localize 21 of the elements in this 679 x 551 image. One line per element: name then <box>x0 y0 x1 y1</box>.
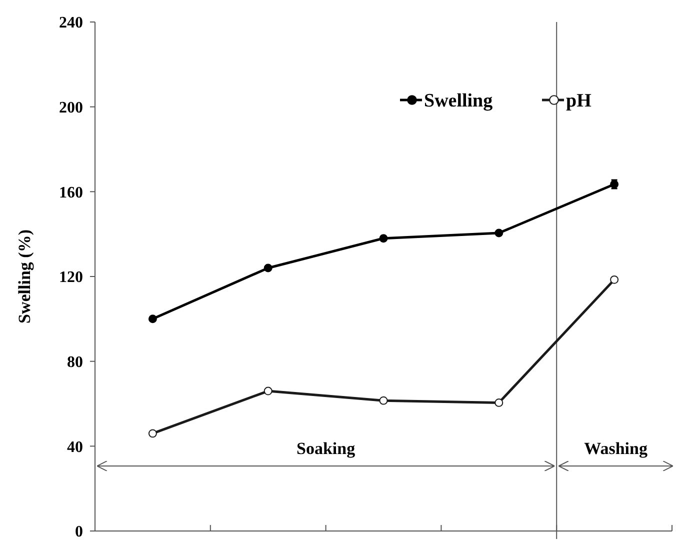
y-tick-label: 240 <box>59 14 83 32</box>
annotation: Soaking <box>296 439 356 458</box>
annotation: Washing <box>584 439 648 458</box>
legend-label: pH <box>566 90 592 112</box>
point <box>494 228 504 238</box>
y-tick-label: 40 <box>67 438 83 456</box>
point <box>264 264 272 272</box>
point <box>379 234 388 243</box>
point <box>148 314 157 324</box>
point <box>610 275 619 284</box>
point <box>264 386 272 396</box>
y-tick-label: 200 <box>59 99 83 116</box>
y-tick-label: 0 <box>75 524 83 541</box>
point <box>379 396 388 405</box>
legend-label: Swelling <box>424 90 494 112</box>
y-axis-title: Swelling (%) <box>15 230 34 324</box>
point <box>494 398 504 407</box>
y-tick-label: 160 <box>59 184 83 202</box>
point <box>148 429 157 438</box>
y-tick-label: 80 <box>67 354 83 371</box>
y-tick-label: 120 <box>59 269 83 286</box>
